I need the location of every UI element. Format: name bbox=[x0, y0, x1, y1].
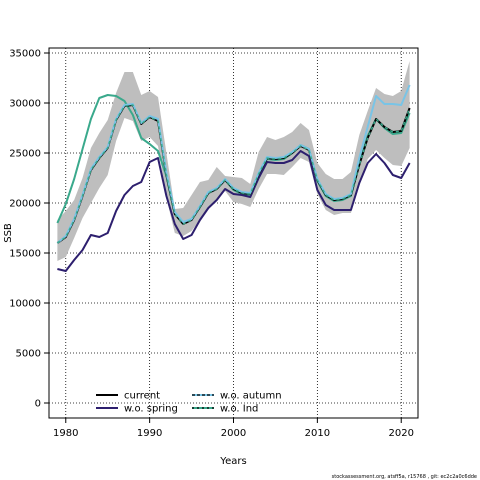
y-axis: 0 5000 10000 15000 20000 25000 30000 35000 bbox=[9, 49, 49, 410]
legend: current w.o. spring w.o. autumn w.o. Ind bbox=[96, 391, 282, 415]
x-tick-label: 1980 bbox=[53, 428, 78, 439]
x-tick-label: 2020 bbox=[389, 428, 414, 439]
footer-credit: stockassessment.org, atsff5a, r15768 , g… bbox=[332, 474, 477, 480]
series-lines bbox=[56, 84, 411, 272]
series-line-current-dashed bbox=[56, 104, 411, 244]
confidence-band bbox=[57, 61, 410, 261]
x-axis-title: Years bbox=[219, 456, 246, 467]
y-tick-label: 35000 bbox=[9, 49, 41, 60]
x-tick-label: 2010 bbox=[305, 428, 330, 439]
y-tick-label: 10000 bbox=[9, 299, 41, 310]
y-tick-label: 25000 bbox=[9, 149, 41, 160]
y-tick-label: 30000 bbox=[9, 99, 41, 110]
legend-label: current bbox=[124, 391, 160, 402]
series-line-w-o-spring bbox=[57, 150, 411, 272]
y-tick-label: 20000 bbox=[9, 199, 41, 210]
x-tick-label: 2000 bbox=[221, 428, 246, 439]
legend-label: w.o. spring bbox=[124, 404, 178, 415]
x-tick-label: 1990 bbox=[137, 428, 162, 439]
grid bbox=[49, 48, 418, 418]
legend-label: w.o. Ind bbox=[220, 404, 258, 415]
y-axis-title: SSB bbox=[3, 223, 14, 243]
y-tick-label: 0 bbox=[35, 399, 41, 410]
y-tick-label: 15000 bbox=[9, 249, 41, 260]
y-tick-label: 5000 bbox=[16, 349, 41, 360]
legend-label: w.o. autumn bbox=[220, 391, 282, 402]
confidence-band-layer bbox=[57, 61, 410, 261]
plot-frame bbox=[48, 47, 419, 419]
x-axis: 1980 1990 2000 2010 2020 bbox=[53, 418, 414, 439]
